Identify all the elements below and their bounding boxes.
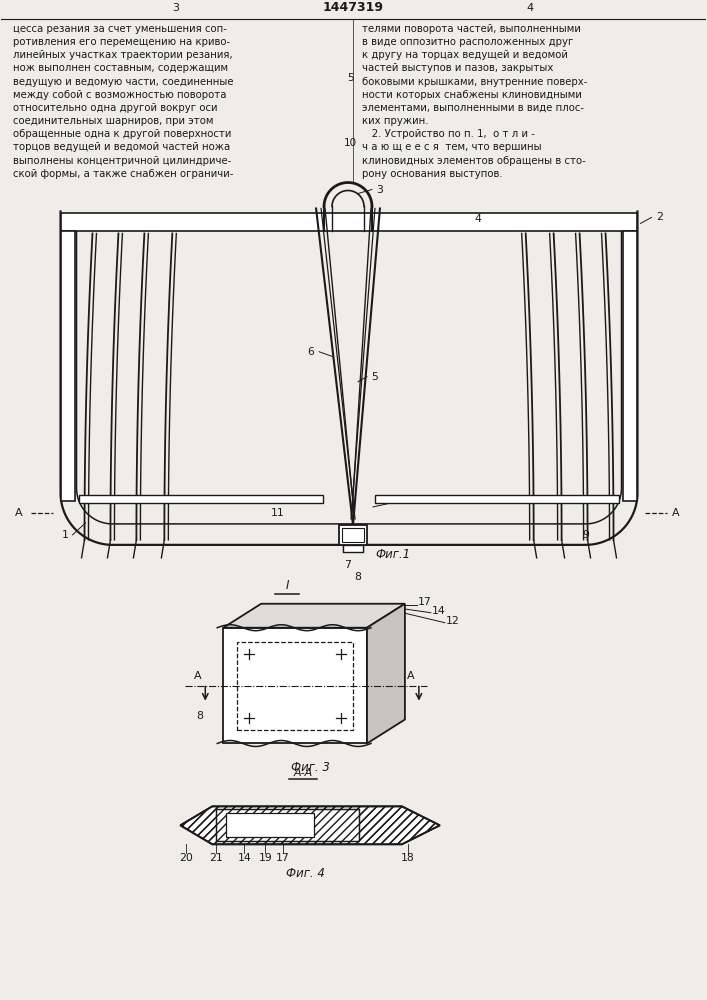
Text: 7: 7 [344, 560, 351, 570]
Text: 3: 3 [377, 185, 383, 195]
Text: 6: 6 [308, 347, 315, 357]
Text: 10: 10 [408, 495, 422, 505]
Bar [216, 809, 359, 841]
Text: выполнены концентричной цилиндриче-: выполнены концентричной цилиндриче- [13, 156, 231, 166]
Polygon shape [223, 628, 367, 743]
Text: рону основания выступов.: рону основания выступов. [362, 169, 503, 179]
Text: A: A [15, 508, 23, 518]
Text: относительно одна другой вокруг оси: относительно одна другой вокруг оси [13, 103, 217, 113]
Text: 5: 5 [346, 73, 354, 83]
Polygon shape [61, 213, 638, 231]
Text: 21: 21 [209, 853, 223, 863]
Text: к другу на торцах ведущей и ведомой: к другу на торцах ведущей и ведомой [362, 50, 568, 60]
Text: 11: 11 [271, 508, 285, 518]
Text: 17: 17 [276, 853, 290, 863]
Text: 4: 4 [526, 3, 533, 13]
Text: 20: 20 [180, 853, 193, 863]
Text: элементами, выполненными в виде плос-: элементами, выполненными в виде плос- [362, 103, 584, 113]
Text: 18: 18 [401, 853, 415, 863]
Text: Фиг. 3: Фиг. 3 [291, 761, 329, 774]
Polygon shape [367, 604, 405, 743]
Text: соединительных шарниров, при этом: соединительных шарниров, при этом [13, 116, 213, 126]
Text: 9: 9 [582, 530, 589, 540]
Bar [216, 809, 359, 841]
Text: A: A [672, 508, 679, 518]
Polygon shape [180, 806, 440, 844]
Text: ведущую и ведомую части, соединенные: ведущую и ведомую части, соединенные [13, 77, 233, 87]
Bar [78, 495, 323, 503]
Text: 5: 5 [371, 372, 378, 382]
Text: 4: 4 [474, 214, 481, 224]
Text: ской формы, а также снабжен ограничи-: ской формы, а также снабжен ограничи- [13, 169, 233, 179]
Text: обращенные одна к другой поверхности: обращенные одна к другой поверхности [13, 129, 231, 139]
Text: ких пружин.: ких пружин. [362, 116, 428, 126]
Text: 2: 2 [656, 212, 663, 222]
Bar [342, 528, 364, 542]
Text: 1447319: 1447319 [322, 1, 383, 14]
Text: A: A [194, 671, 201, 681]
Text: 10: 10 [344, 138, 356, 148]
Text: ч а ю щ е е с я  тем, что вершины: ч а ю щ е е с я тем, что вершины [362, 142, 542, 152]
Polygon shape [223, 604, 405, 628]
Text: 12: 12 [446, 616, 460, 626]
Bar [216, 809, 359, 841]
Text: 17: 17 [418, 597, 432, 607]
Text: телями поворота частей, выполненными: телями поворота частей, выполненными [362, 24, 581, 34]
Text: частей выступов и пазов, закрытых: частей выступов и пазов, закрытых [362, 63, 554, 73]
Text: 19: 19 [258, 853, 272, 863]
Text: 14: 14 [432, 606, 445, 616]
Text: А-А: А-А [293, 768, 312, 778]
Bar [375, 495, 619, 503]
Text: 2. Устройство по п. 1,  о т л и -: 2. Устройство по п. 1, о т л и - [362, 129, 535, 139]
Text: линейных участках траектории резания,: линейных участках траектории резания, [13, 50, 233, 60]
Text: нож выполнен составным, содержащим: нож выполнен составным, содержащим [13, 63, 228, 73]
Text: Фиг.1: Фиг.1 [375, 548, 411, 561]
Text: клиновидных элементов обращены в сто-: клиновидных элементов обращены в сто- [362, 156, 585, 166]
Bar [226, 813, 314, 837]
Polygon shape [61, 231, 74, 501]
Text: I: I [286, 579, 289, 592]
Text: 8: 8 [354, 572, 361, 582]
Bar [339, 525, 367, 545]
Text: Фиг. 4: Фиг. 4 [286, 867, 325, 880]
Text: 1: 1 [62, 530, 69, 540]
Text: цесса резания за счет уменьшения соп-: цесса резания за счет уменьшения соп- [13, 24, 226, 34]
Text: ности которых снабжены клиновидными: ности которых снабжены клиновидными [362, 90, 582, 100]
Text: боковыми крышками, внутренние поверх-: боковыми крышками, внутренние поверх- [362, 77, 588, 87]
Bar [343, 545, 363, 552]
Text: 3: 3 [172, 3, 179, 13]
Text: ротивления его перемещению на криво-: ротивления его перемещению на криво- [13, 37, 230, 47]
Text: в виде оппозитно расположенных друг: в виде оппозитно расположенных друг [362, 37, 573, 47]
Text: A: A [407, 671, 415, 681]
Text: 14: 14 [238, 853, 251, 863]
Polygon shape [624, 231, 638, 501]
Text: торцов ведущей и ведомой частей ножа: торцов ведущей и ведомой частей ножа [13, 142, 230, 152]
Text: между собой с возможностью поворота: между собой с возможностью поворота [13, 90, 226, 100]
Bar [238, 642, 353, 730]
Text: 8: 8 [196, 711, 203, 721]
